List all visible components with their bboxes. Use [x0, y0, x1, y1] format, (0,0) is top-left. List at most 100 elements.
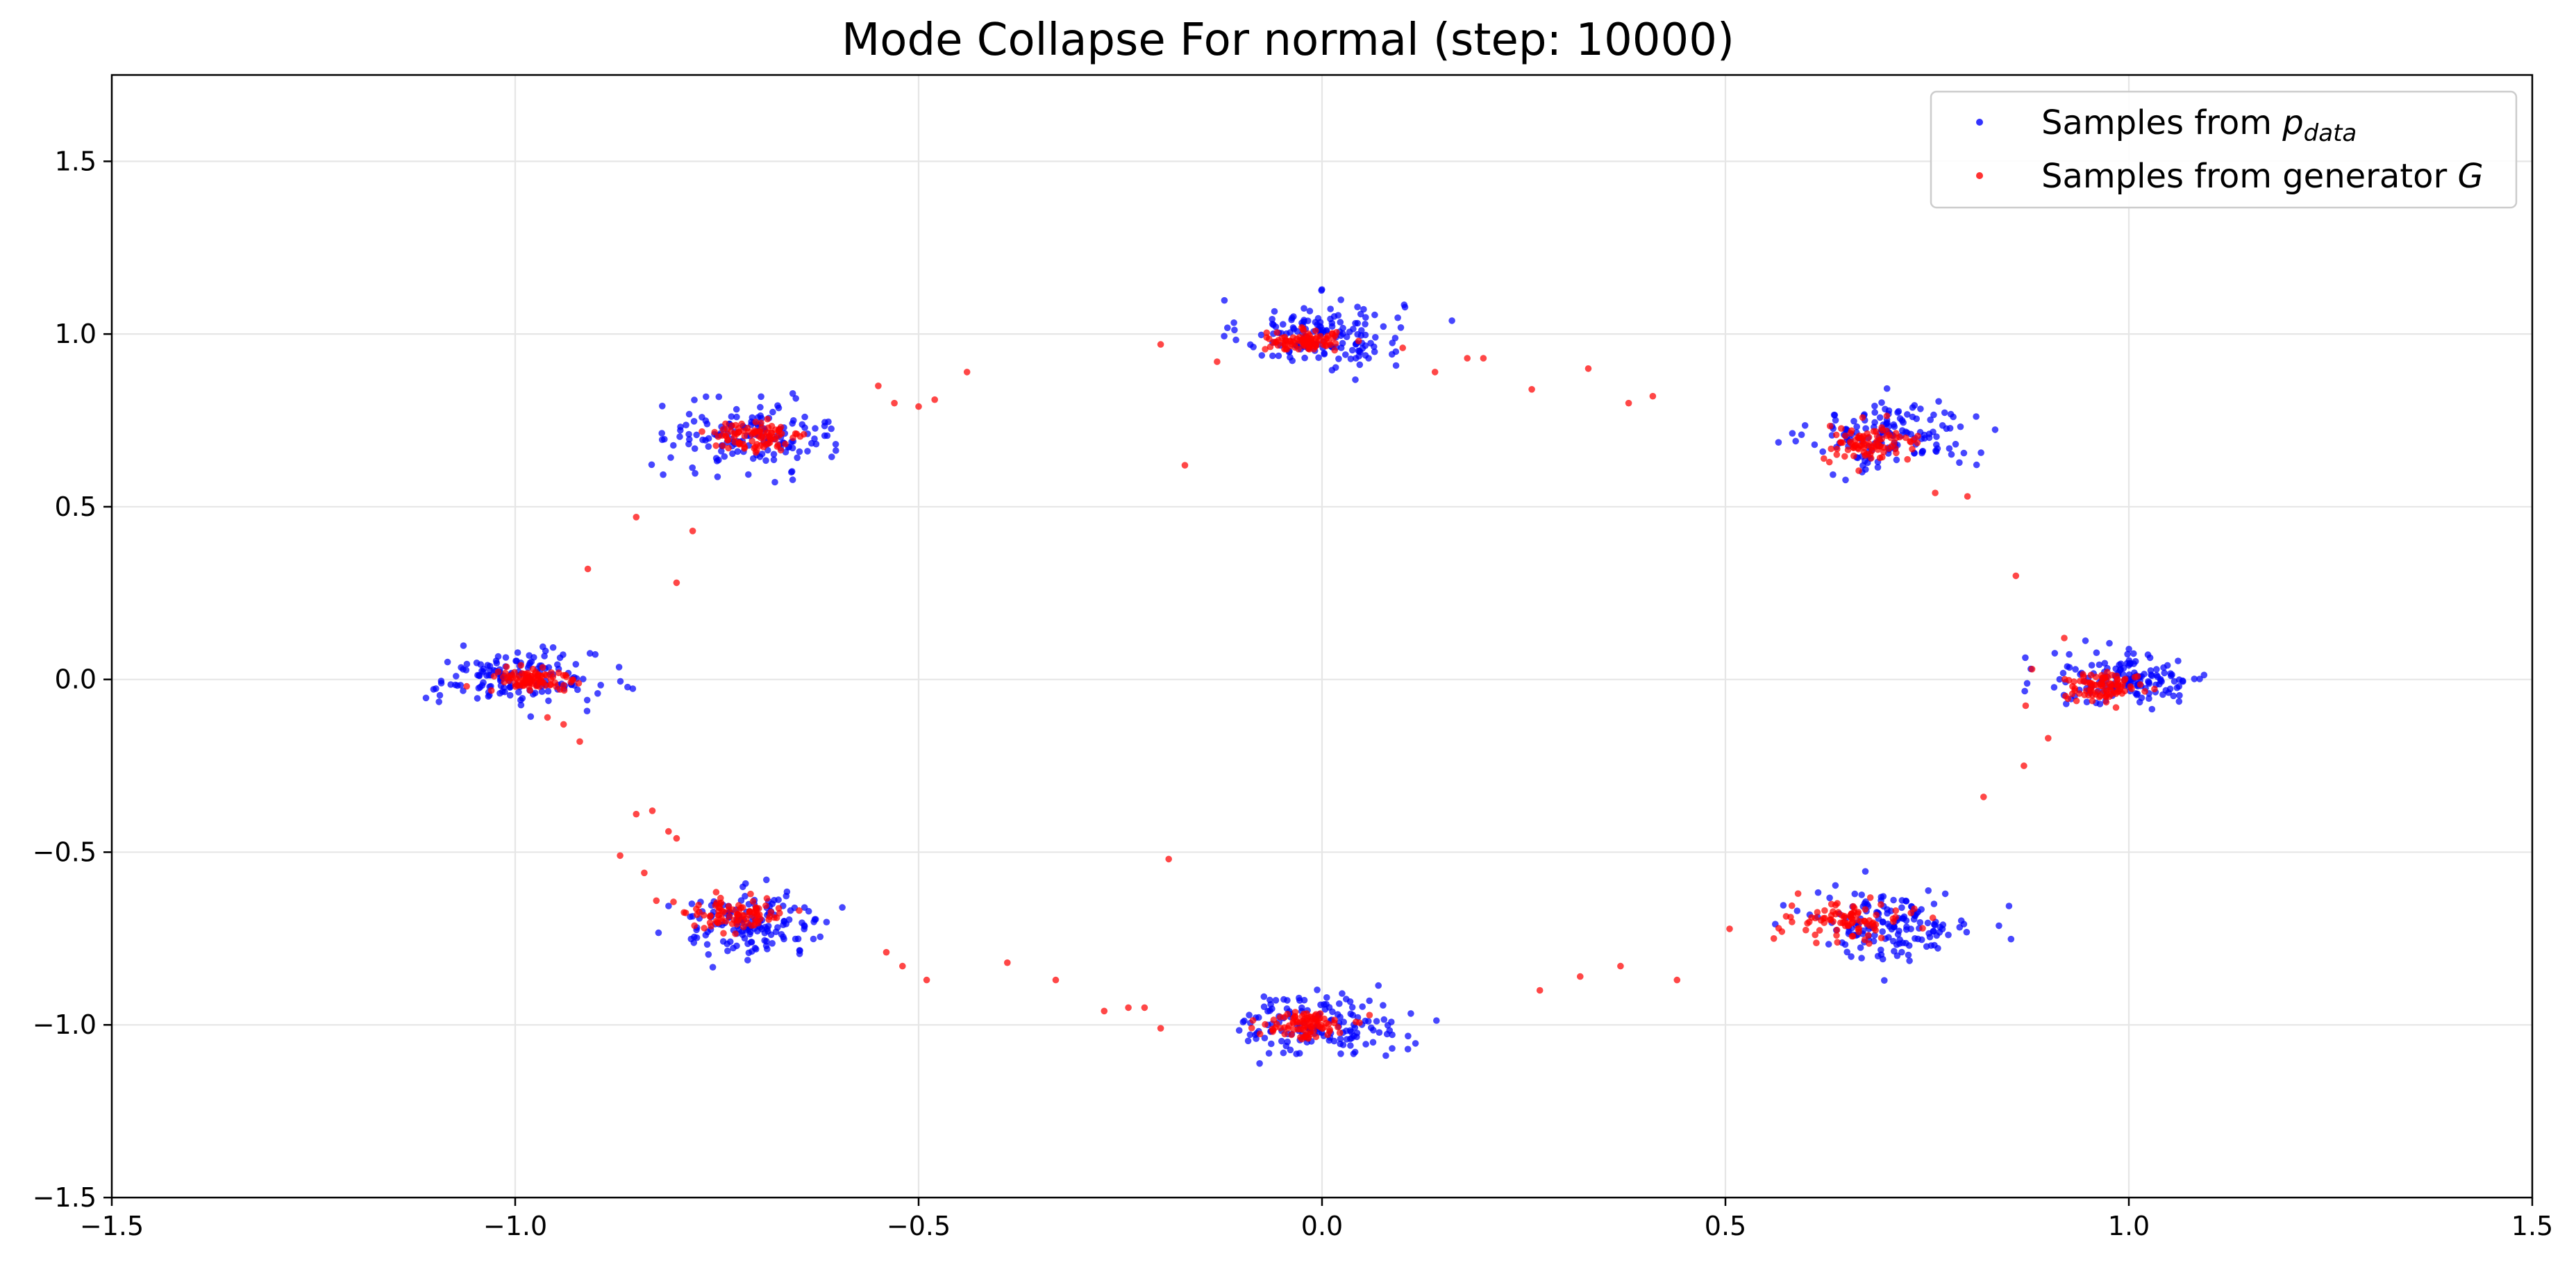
data-point — [780, 918, 788, 925]
data-point — [2080, 673, 2087, 680]
data-point — [685, 430, 692, 438]
data-point — [2125, 671, 2133, 678]
data-point — [1877, 443, 1884, 450]
data-point — [1894, 409, 1901, 416]
data-point — [2093, 649, 2100, 656]
data-point — [1625, 399, 1632, 407]
data-point — [1389, 1031, 1396, 1039]
data-point — [1325, 1021, 1332, 1027]
data-point — [683, 421, 689, 428]
data-point — [1300, 305, 1307, 312]
data-point — [1832, 882, 1839, 889]
data-point — [1726, 925, 1733, 932]
data-point — [1362, 1041, 1369, 1048]
data-point — [1383, 1030, 1391, 1038]
data-point — [752, 419, 760, 426]
data-point — [575, 680, 583, 687]
data-point — [792, 395, 799, 402]
data-point — [1285, 1025, 1291, 1032]
data-point — [763, 895, 771, 902]
data-point — [544, 714, 551, 721]
data-point — [1339, 990, 1346, 997]
data-point — [788, 469, 795, 476]
data-point — [796, 433, 804, 440]
data-point — [891, 399, 898, 407]
data-point — [1584, 365, 1592, 372]
data-point — [1780, 902, 1787, 909]
data-point — [2051, 650, 2059, 657]
data-point — [839, 904, 846, 911]
data-point — [739, 904, 746, 911]
data-point — [1816, 927, 1823, 934]
y-tick-label: −1.0 — [33, 1009, 97, 1040]
data-point — [1297, 1025, 1304, 1033]
legend-marker — [1976, 119, 1983, 126]
data-point — [1904, 455, 1911, 463]
data-point — [1262, 1021, 1269, 1028]
data-point — [1278, 335, 1285, 342]
data-point — [1868, 444, 1875, 451]
data-point — [689, 528, 696, 535]
data-point — [1794, 890, 1802, 897]
data-point — [1798, 431, 1805, 438]
data-point — [1249, 1017, 1257, 1024]
data-point — [458, 664, 465, 671]
data-point — [1830, 471, 1837, 478]
data-point — [580, 676, 587, 682]
data-point — [703, 941, 711, 948]
data-point — [1844, 446, 1852, 453]
data-point — [1649, 392, 1657, 400]
data-point — [2131, 673, 2139, 681]
data-point — [712, 889, 720, 896]
data-point — [1315, 354, 1322, 361]
data-point — [485, 671, 493, 679]
data-point — [1375, 982, 1382, 989]
data-point — [1916, 918, 1924, 926]
data-point — [1874, 464, 1882, 471]
data-point — [641, 869, 648, 877]
data-point — [430, 686, 437, 693]
data-point — [687, 935, 695, 943]
data-point — [2066, 651, 2073, 658]
data-point — [1848, 953, 1855, 960]
data-point — [1946, 445, 1953, 452]
data-point — [2106, 639, 2113, 647]
data-point — [1326, 1027, 1333, 1035]
series-0 — [422, 286, 2208, 1067]
data-point — [1304, 1030, 1312, 1037]
data-point — [706, 913, 714, 920]
data-point — [549, 644, 557, 651]
data-point — [1250, 344, 1257, 351]
legend-label: Samples from generator G — [2041, 157, 2484, 196]
data-point — [560, 721, 567, 728]
data-point — [1898, 904, 1905, 912]
data-point — [499, 673, 507, 680]
data-point — [1673, 976, 1681, 984]
data-point — [899, 962, 906, 970]
data-point — [1826, 422, 1834, 430]
data-point — [648, 461, 655, 469]
data-point — [1833, 926, 1841, 934]
data-point — [1861, 917, 1868, 925]
data-point — [1933, 433, 1940, 440]
data-point — [752, 904, 760, 911]
data-point — [1221, 333, 1228, 340]
data-point — [505, 677, 512, 685]
data-point — [540, 643, 546, 651]
data-point — [653, 897, 660, 905]
data-point — [931, 396, 938, 403]
data-point — [1348, 346, 1356, 354]
data-point — [2134, 690, 2141, 698]
data-point — [2164, 662, 2171, 669]
data-point — [1884, 909, 1891, 917]
data-point — [735, 916, 742, 923]
data-point — [2124, 651, 2131, 658]
data-point — [828, 425, 835, 433]
data-point — [1214, 358, 1221, 365]
data-point — [1299, 1018, 1307, 1025]
data-point — [2161, 669, 2168, 677]
data-point — [1812, 931, 1818, 939]
data-point — [682, 909, 689, 916]
data-point — [503, 663, 510, 671]
data-point — [734, 911, 742, 918]
